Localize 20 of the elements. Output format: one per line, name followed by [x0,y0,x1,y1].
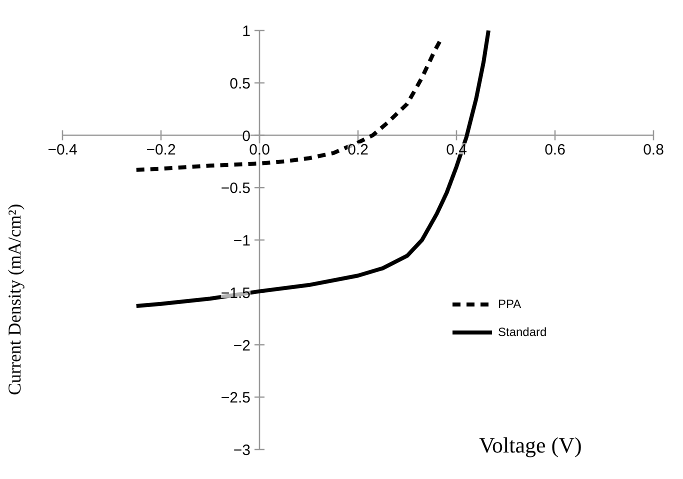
y-tick-label: −1.5 [220,284,251,302]
y-axis-title: Current Density (mA/cm²) [4,204,24,396]
y-tick-label: 0.5 [230,75,251,92]
x-tick-label: −0.2 [146,141,176,158]
x-tick-label: 0.2 [348,141,368,158]
y-tick-label: −0.5 [220,180,251,198]
x-tick-label: 0.0 [249,141,270,158]
y-tick-label: −3 [233,442,251,459]
y-tick-label: 1 [242,23,250,40]
x-axis-title: Voltage (V) [478,432,582,458]
y-tick-label: −2.5 [220,390,251,407]
x-tick-label: 0.6 [544,141,566,158]
legend-label: PPA [498,297,522,311]
x-tick-label: 0.8 [643,141,664,158]
y-tick-label: 0 [242,128,250,145]
legend-label: Standard [498,325,547,339]
y-tick-label: −1 [233,232,251,250]
x-tick-label: −0.4 [48,141,78,158]
x-tick-label: 0.4 [446,141,467,158]
y-tick-label: −2 [233,337,251,354]
